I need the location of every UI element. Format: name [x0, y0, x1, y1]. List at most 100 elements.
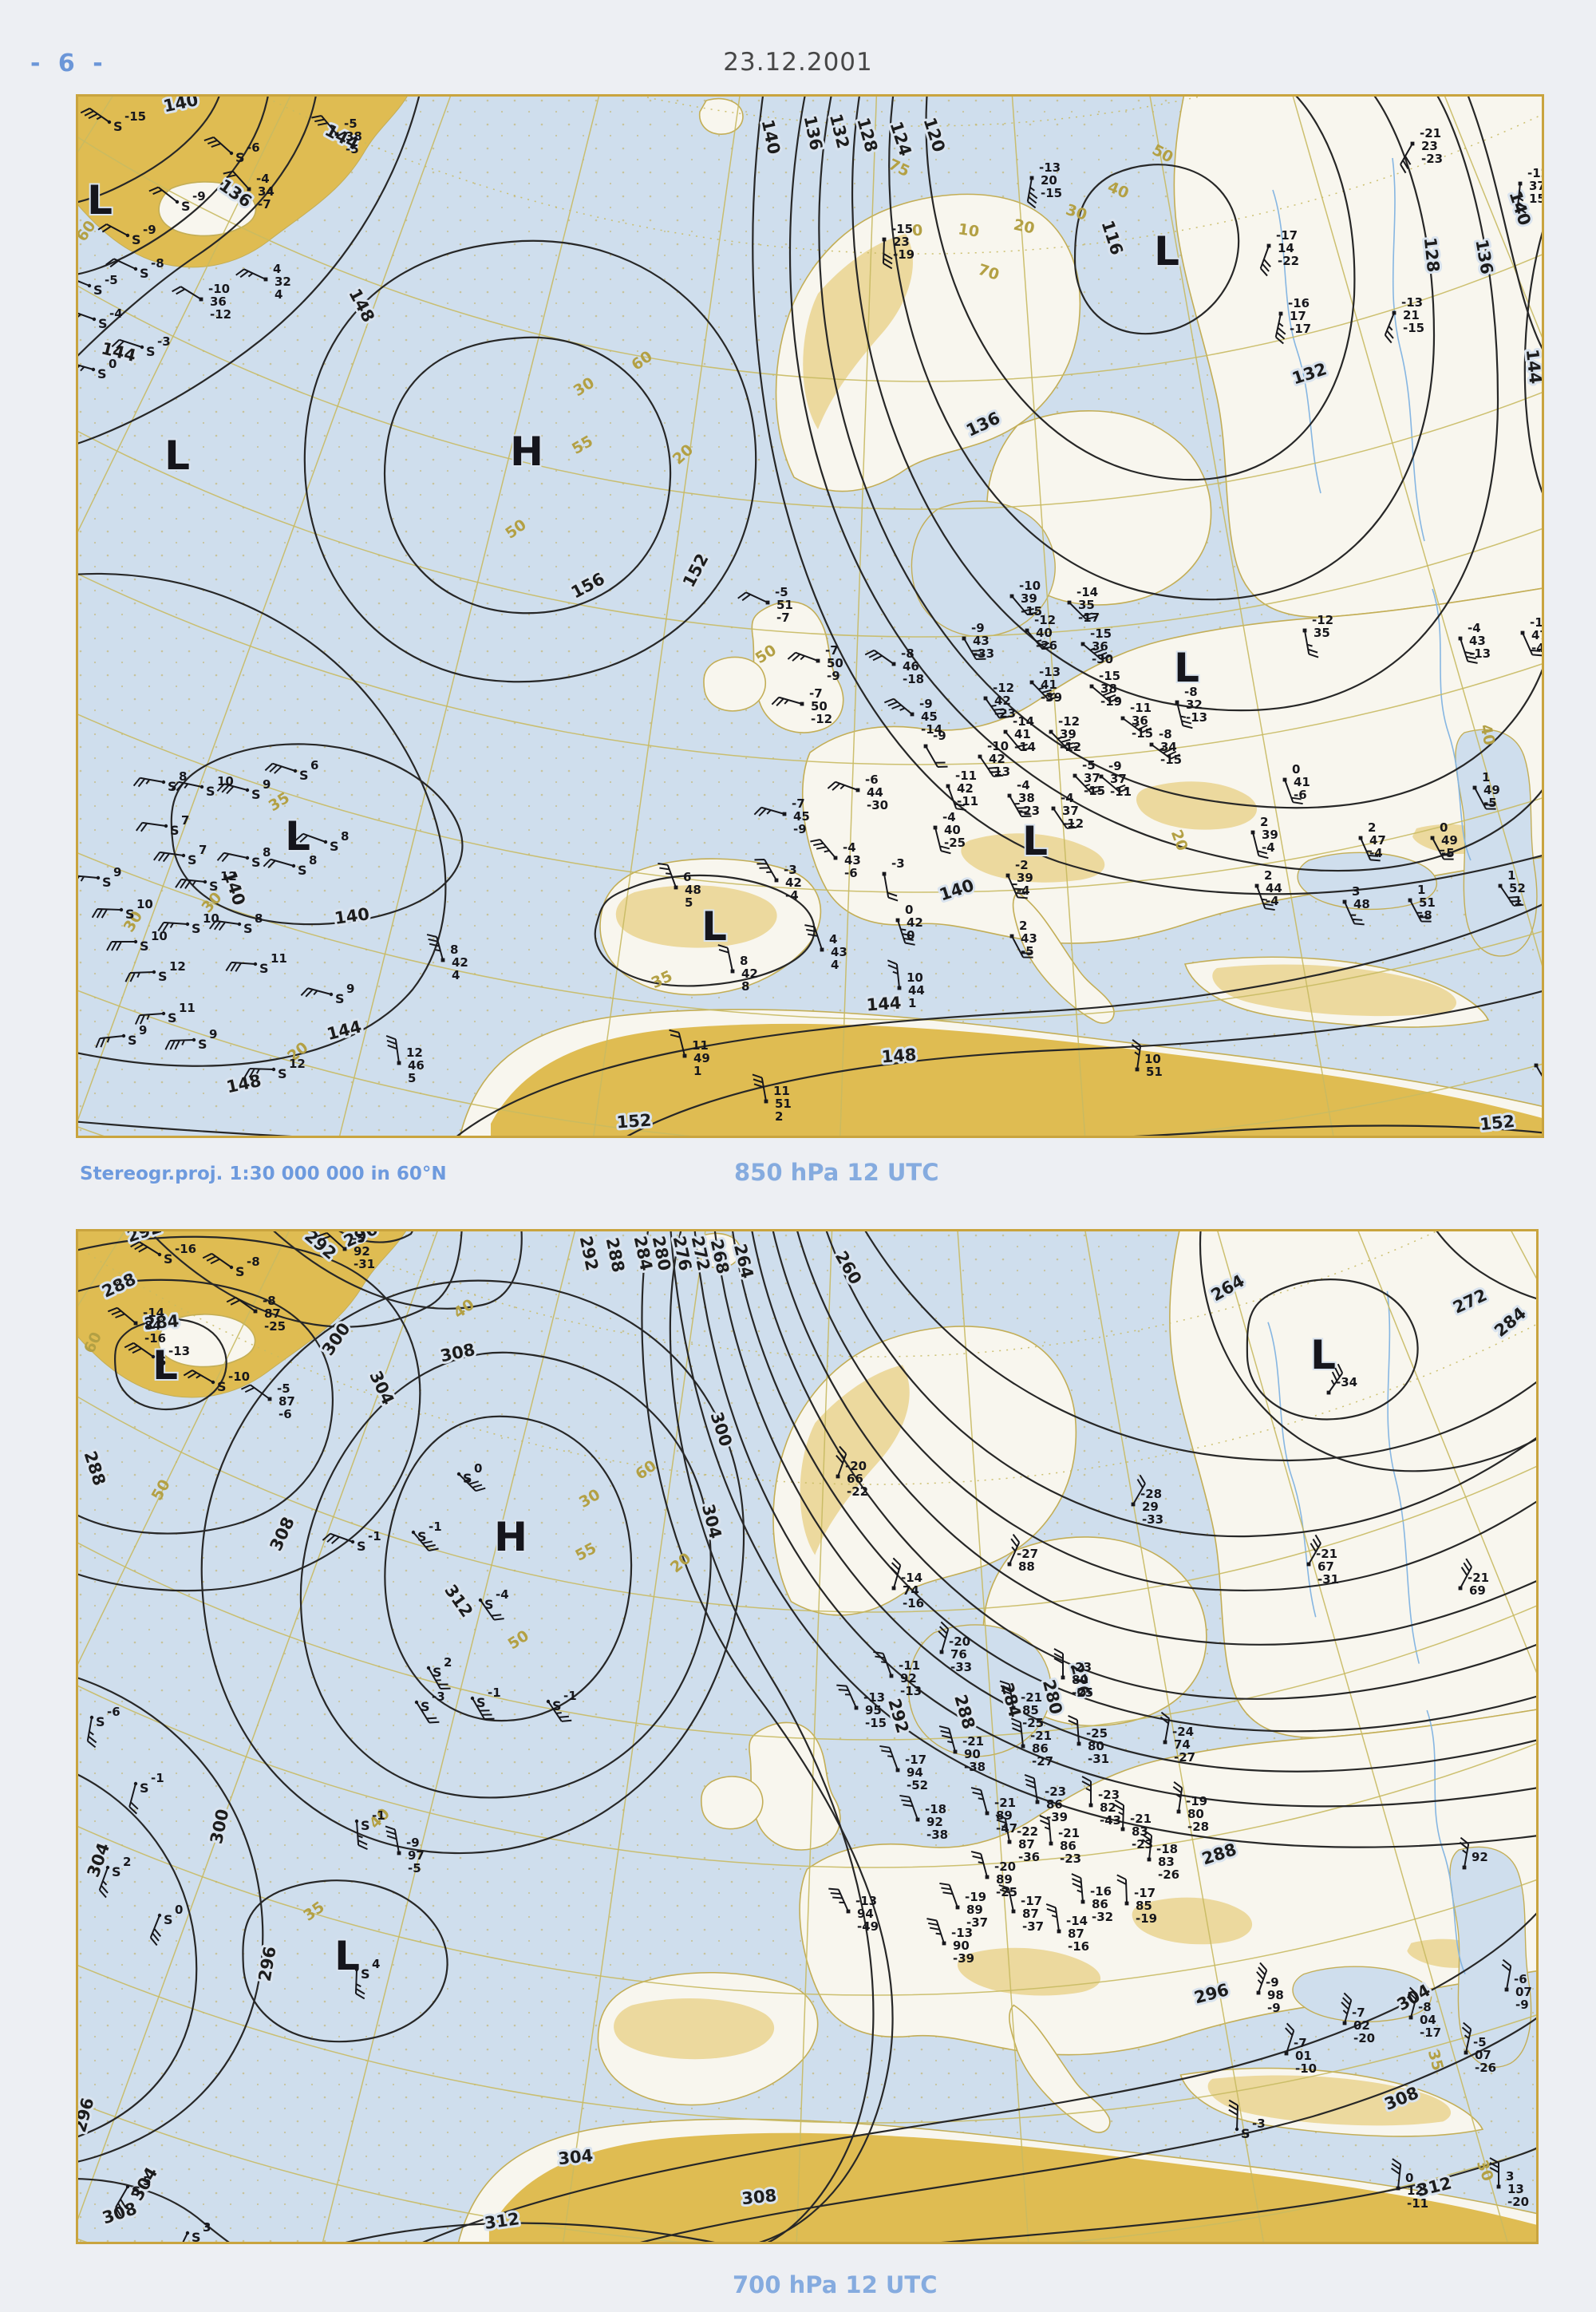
station-marker — [942, 1941, 946, 1946]
station-value: -33 — [973, 646, 994, 661]
station-value: 9 — [263, 777, 271, 792]
station-value: 38 — [1018, 791, 1035, 805]
station-marker — [1256, 1990, 1261, 1995]
isohypse-line — [299, 1351, 712, 1799]
station-value: 67 — [1317, 1559, 1334, 1574]
graticule-meridian — [1148, 94, 1335, 1138]
station-marker — [1003, 729, 1008, 734]
station-value: 37 — [1110, 772, 1127, 786]
station-value: -2 — [1015, 858, 1029, 872]
wind-barb — [669, 1029, 685, 1057]
station-value: -12 — [210, 307, 231, 322]
isohypse-line — [76, 94, 421, 445]
station-value: -16 — [903, 1596, 924, 1610]
station-value: -16 — [1288, 296, 1310, 310]
station-value: -4 — [942, 810, 956, 824]
station-value: 13 — [1507, 2182, 1524, 2196]
wind-barb — [1172, 1781, 1183, 1812]
wind-barb — [322, 1532, 354, 1544]
ship-indicator: S — [433, 1665, 442, 1680]
wind-barb — [1176, 702, 1193, 729]
station-plot: -846-18 — [864, 646, 924, 686]
station-value: -13 — [1039, 160, 1061, 175]
station-value: 42 — [989, 752, 1005, 766]
station-value: -15 — [1021, 604, 1042, 619]
station-value: 48 — [685, 883, 701, 897]
wind-barb — [311, 115, 338, 135]
wind-barb — [105, 258, 136, 270]
station-plot: 239-4 — [1250, 815, 1278, 860]
station-marker — [1021, 1744, 1025, 1749]
contour-label: 144 — [1523, 348, 1544, 385]
station-marker — [1011, 1705, 1016, 1710]
wind-barb — [1259, 245, 1271, 277]
isohypse-line — [1199, 1229, 1539, 1472]
station-marker — [933, 825, 938, 830]
wind-barb — [771, 696, 803, 707]
station-marker — [1504, 1987, 1509, 1992]
station-value: -43 — [1100, 1813, 1121, 1828]
ship-indicator: S — [278, 1066, 287, 1081]
station-marker — [1061, 1675, 1065, 1680]
station-value: -12 — [1058, 714, 1080, 729]
station-marker — [229, 151, 234, 156]
isohypse-line — [752, 94, 1544, 895]
wind-barb — [1142, 1829, 1153, 1860]
station-value: 1 — [908, 996, 916, 1010]
station-value: 11 — [179, 1001, 196, 1015]
station-marker — [1124, 1901, 1129, 1906]
station-value: 34 — [258, 184, 275, 199]
ship-indicator: S — [299, 768, 309, 783]
station-value: -7 — [825, 643, 839, 658]
station-value: 14 — [1278, 241, 1294, 255]
ship-indicator: S — [552, 1698, 562, 1713]
ship-station-plot: S9 — [164, 1027, 217, 1052]
isohypse-line — [383, 336, 672, 615]
wind-barb — [995, 1814, 1010, 1843]
ship-station-plot: S-1 — [411, 1520, 442, 1551]
station-value: -6 — [1514, 1972, 1527, 1986]
wind-barb — [1122, 717, 1152, 733]
station-marker — [855, 788, 860, 792]
station-plot: -342-4 — [754, 859, 802, 903]
station-value: -8 — [1418, 2000, 1432, 2014]
graticule-meridian — [322, 1229, 576, 2244]
station-marker — [1009, 934, 1014, 939]
station-value: 40 — [944, 823, 961, 837]
station-value: -6 — [279, 1407, 292, 1421]
station-value: 9 — [139, 1023, 147, 1037]
station-value: -20 — [1353, 2031, 1375, 2045]
station-marker — [121, 1033, 126, 1038]
station-marker — [1392, 310, 1396, 315]
station-value: -6 — [865, 773, 879, 787]
stations-850: S-15S-6-538-5-1036-12S-9-434-74324S-9S-8… — [76, 107, 1544, 1124]
station-value: -17 — [1134, 1886, 1156, 1900]
isohypse-line — [76, 94, 270, 276]
station-plot: -537-15 — [1073, 758, 1105, 798]
station-value: 35 — [1078, 598, 1095, 612]
graticule-meridian — [76, 1229, 291, 1670]
station-value: -39 — [1041, 690, 1062, 705]
station-value: -7 — [258, 197, 271, 211]
station-value: -23 — [1098, 1788, 1120, 1802]
station-value: -25 — [1022, 1716, 1044, 1730]
station-plot: 152-1 — [1498, 868, 1526, 908]
station-marker — [915, 1817, 920, 1822]
wind-barb — [1091, 686, 1120, 703]
station-value: 39 — [1021, 591, 1037, 606]
station-marker — [1080, 1899, 1085, 1904]
ship-indicator: S — [140, 266, 149, 281]
station-value: 90 — [953, 1939, 970, 1953]
graticule-meridian — [1084, 1229, 1265, 2244]
station-marker — [414, 1700, 419, 1705]
station-value: -5 — [1473, 2035, 1487, 2049]
ship-indicator: S — [93, 283, 103, 298]
isohypse-line — [863, 1229, 1539, 1462]
station-plot: 151-8 — [1408, 883, 1436, 923]
